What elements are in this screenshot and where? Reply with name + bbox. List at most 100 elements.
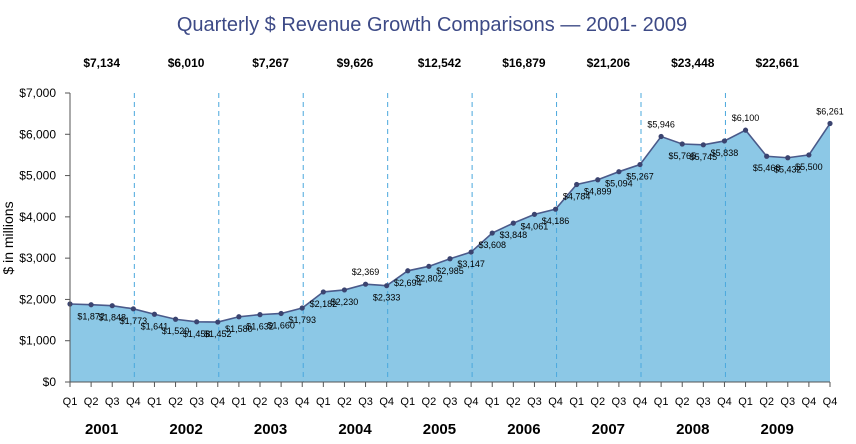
data-point — [468, 249, 474, 255]
x-tick-label: Q3 — [274, 396, 289, 408]
revenue-area — [70, 123, 830, 382]
data-point — [88, 302, 94, 308]
x-tick-label: Q2 — [675, 396, 690, 408]
annual-total-label: $7,267 — [252, 56, 289, 70]
x-tick-label: Q4 — [464, 396, 479, 408]
data-label: $5,838 — [711, 148, 739, 158]
annual-total-label: $21,206 — [587, 56, 631, 70]
data-label: $5,267 — [626, 172, 654, 182]
x-tick-label: Q2 — [506, 396, 521, 408]
data-label: $2,369 — [352, 267, 380, 277]
data-label: $5,432 — [774, 165, 802, 175]
data-label: $2,802 — [415, 273, 443, 283]
x-tick-label: Q3 — [358, 396, 373, 408]
year-label: 2005 — [423, 421, 456, 438]
data-point — [341, 287, 348, 293]
y-tick-label: $6,000 — [19, 127, 56, 141]
data-label: $1,848 — [98, 313, 126, 323]
year-label: 2004 — [338, 421, 372, 438]
x-tick-label: Q2 — [422, 396, 437, 408]
data-label: $6,261 — [816, 107, 844, 117]
x-tick-label: Q4 — [633, 396, 648, 408]
data-point — [426, 263, 432, 269]
data-label: $1,641 — [141, 321, 169, 331]
annual-total-label: $16,879 — [502, 56, 546, 70]
year-label: 2001 — [85, 421, 118, 438]
data-point — [637, 161, 643, 168]
y-tick-label: $4,000 — [19, 210, 56, 224]
x-tick-label: Q3 — [189, 396, 204, 408]
x-tick-label: Q3 — [105, 396, 120, 408]
data-label: $5,765 — [668, 151, 696, 161]
data-label: $4,186 — [542, 216, 570, 226]
annual-total-label: $12,542 — [418, 56, 462, 70]
series-line-layer — [67, 120, 833, 325]
data-point — [109, 303, 115, 309]
data-label: $1,458 — [183, 329, 211, 339]
data-point — [130, 306, 136, 312]
data-label: $5,946 — [647, 120, 675, 130]
x-tick-label: Q4 — [548, 396, 563, 408]
x-tick-label: Q2 — [253, 396, 268, 408]
x-tick-label: Q1 — [738, 396, 753, 408]
data-label: $2,694 — [394, 278, 422, 288]
data-point — [827, 120, 833, 127]
x-tick-label: Q1 — [147, 396, 162, 408]
x-tick-label: Q3 — [612, 396, 627, 408]
data-point — [362, 281, 369, 287]
annual-total-label: $9,626 — [337, 56, 374, 70]
annual-total-label: $23,448 — [671, 56, 715, 70]
data-point — [384, 283, 390, 289]
data-point — [574, 181, 580, 188]
x-tick-label: Q4 — [802, 396, 817, 408]
data-point — [151, 311, 158, 317]
data-point — [552, 206, 559, 212]
data-point — [531, 211, 538, 217]
data-label: $1,452 — [204, 329, 232, 339]
y-tick-label: $7,000 — [19, 86, 56, 100]
y-tick-label: $3,000 — [19, 251, 56, 265]
data-label: $1,872 — [77, 312, 105, 322]
data-label: $1,632 — [246, 322, 274, 332]
x-tick-label: Q1 — [232, 396, 247, 408]
year-label: 2009 — [761, 421, 794, 438]
x-tick-label: Q3 — [443, 396, 458, 408]
data-label: $1,773 — [120, 316, 148, 326]
data-point — [236, 314, 242, 320]
x-tick-label: Q4 — [210, 396, 225, 408]
data-label: $2,333 — [373, 293, 401, 303]
data-point — [806, 152, 812, 158]
data-label: $4,061 — [521, 221, 549, 231]
data-label: $1,793 — [288, 315, 316, 325]
year-dividers — [133, 93, 726, 382]
x-tick-label: Q1 — [654, 396, 669, 408]
data-label: $5,500 — [795, 162, 823, 172]
x-tick-label: Q2 — [168, 396, 183, 408]
year-label: 2008 — [676, 421, 709, 438]
data-point — [299, 305, 305, 311]
data-point — [257, 312, 263, 318]
data-point — [742, 127, 749, 133]
data-label: $2,182 — [310, 299, 338, 309]
x-tick-label: Q1 — [569, 396, 584, 408]
data-label: $1,660 — [267, 320, 295, 330]
x-tick-label: Q4 — [379, 396, 394, 408]
data-label: $2,985 — [436, 266, 464, 276]
x-tick-label: Q1 — [485, 396, 500, 408]
data-label: $5,468 — [753, 163, 781, 173]
year-label: 2003 — [254, 421, 287, 438]
annual-total-label: $6,010 — [168, 56, 205, 70]
data-point — [278, 310, 284, 317]
x-tick-label: Q1 — [400, 396, 415, 408]
x-tick-label: Q2 — [84, 396, 99, 408]
data-point — [172, 316, 179, 322]
data-label: $3,848 — [500, 230, 528, 240]
data-point — [700, 142, 706, 148]
area-layer — [70, 123, 830, 382]
x-tick-label: Q2 — [590, 396, 605, 408]
data-point — [679, 141, 685, 147]
annual-total-label: $22,661 — [756, 56, 800, 70]
x-tick-label: Q2 — [337, 396, 352, 408]
x-tick-label: Q1 — [316, 396, 331, 408]
